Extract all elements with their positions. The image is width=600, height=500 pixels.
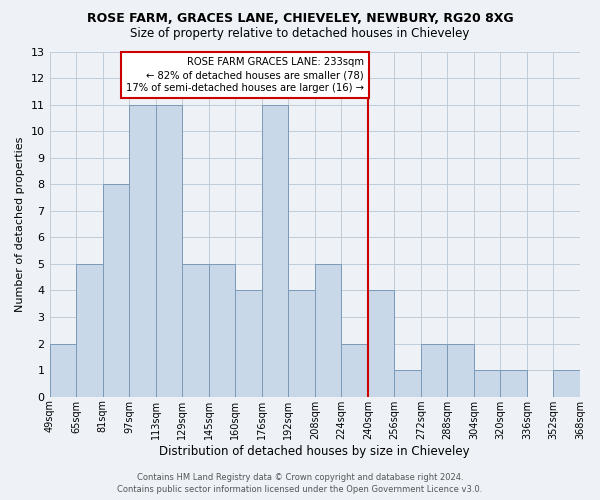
Y-axis label: Number of detached properties: Number of detached properties <box>15 136 25 312</box>
Bar <box>288 290 315 397</box>
Bar <box>129 104 155 397</box>
Text: ROSE FARM, GRACES LANE, CHIEVELEY, NEWBURY, RG20 8XG: ROSE FARM, GRACES LANE, CHIEVELEY, NEWBU… <box>86 12 514 26</box>
Text: ROSE FARM GRACES LANE: 233sqm
← 82% of detached houses are smaller (78)
17% of s: ROSE FARM GRACES LANE: 233sqm ← 82% of d… <box>126 57 364 93</box>
Bar <box>155 104 182 397</box>
Bar <box>368 290 394 397</box>
Bar <box>448 344 474 396</box>
Bar <box>235 290 262 397</box>
Bar <box>103 184 129 396</box>
Bar <box>262 104 288 397</box>
Bar <box>182 264 209 396</box>
Bar <box>315 264 341 396</box>
Bar <box>209 264 235 396</box>
Bar <box>421 344 448 396</box>
Bar <box>341 344 368 396</box>
Bar <box>500 370 527 396</box>
Text: Size of property relative to detached houses in Chieveley: Size of property relative to detached ho… <box>130 28 470 40</box>
Bar <box>474 370 500 396</box>
Bar <box>394 370 421 396</box>
Text: Contains HM Land Registry data © Crown copyright and database right 2024.
Contai: Contains HM Land Registry data © Crown c… <box>118 472 482 494</box>
Bar <box>553 370 580 396</box>
Bar <box>76 264 103 396</box>
Bar <box>50 344 76 396</box>
X-axis label: Distribution of detached houses by size in Chieveley: Distribution of detached houses by size … <box>160 444 470 458</box>
